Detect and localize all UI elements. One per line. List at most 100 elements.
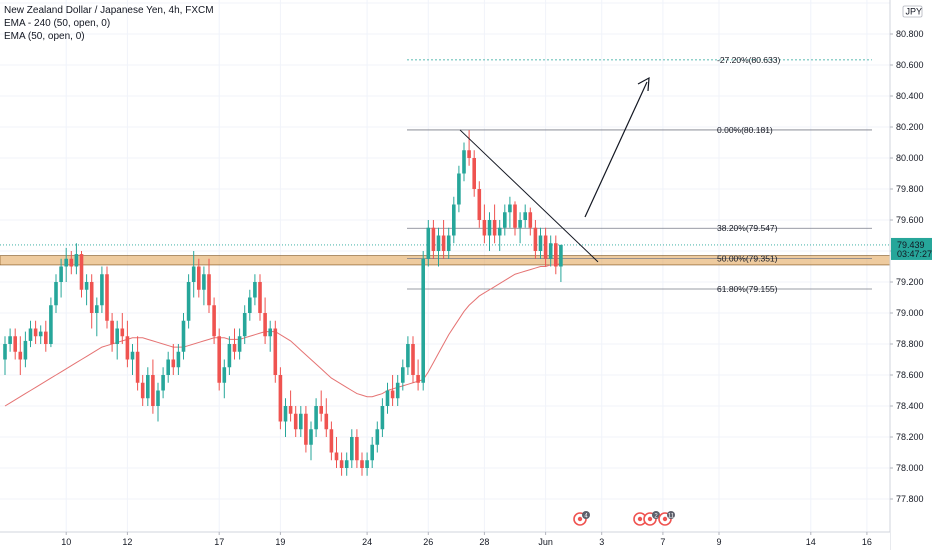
candle[interactable] <box>304 406 308 453</box>
candle[interactable] <box>84 274 89 306</box>
candle[interactable] <box>319 390 323 422</box>
candle[interactable] <box>64 247 68 282</box>
candle[interactable] <box>421 251 425 391</box>
candle[interactable] <box>3 336 7 375</box>
candle[interactable] <box>8 328 12 352</box>
candle[interactable] <box>242 305 247 344</box>
candle[interactable] <box>207 258 211 313</box>
candle[interactable] <box>120 313 125 344</box>
candle[interactable] <box>385 382 390 414</box>
candle[interactable] <box>482 204 487 244</box>
candle[interactable] <box>79 251 84 298</box>
candle[interactable] <box>288 390 293 422</box>
candle[interactable] <box>28 320 33 348</box>
candle[interactable] <box>299 406 303 437</box>
candle[interactable] <box>89 274 94 329</box>
candle[interactable] <box>227 336 232 375</box>
calendar-event-icon[interactable]: 2 <box>633 511 660 526</box>
candle[interactable] <box>110 313 114 352</box>
candle[interactable] <box>74 243 79 275</box>
legend-symbol[interactable]: New Zealand Dollar / Japanese Yen, 4h, F… <box>4 5 214 16</box>
legend-ema-50[interactable]: EMA (50, open, 0) <box>4 31 85 42</box>
candle[interactable] <box>513 201 517 236</box>
candle[interactable] <box>237 328 242 360</box>
candle[interactable] <box>100 266 104 314</box>
candle[interactable] <box>334 437 339 468</box>
candle[interactable] <box>401 359 405 391</box>
candle[interactable] <box>166 351 170 383</box>
candle[interactable] <box>497 220 502 251</box>
candle[interactable] <box>140 375 145 406</box>
candle[interactable] <box>49 297 53 348</box>
candle[interactable] <box>446 227 451 259</box>
candle[interactable] <box>339 452 344 476</box>
candle[interactable] <box>365 452 369 476</box>
candle[interactable] <box>518 212 522 244</box>
candle[interactable] <box>278 367 283 430</box>
candle[interactable] <box>375 421 380 453</box>
candle[interactable] <box>23 331 28 368</box>
candle[interactable] <box>44 320 48 352</box>
candle[interactable] <box>324 398 329 437</box>
candle[interactable] <box>38 325 43 344</box>
candle[interactable] <box>314 398 318 437</box>
candle[interactable] <box>268 320 272 352</box>
candle[interactable] <box>309 421 313 461</box>
candle[interactable] <box>533 220 538 259</box>
candle[interactable] <box>554 235 558 275</box>
candle[interactable] <box>395 375 400 406</box>
candle[interactable] <box>197 258 201 298</box>
trend-line[interactable] <box>459 129 599 263</box>
candle[interactable] <box>360 452 364 476</box>
candle[interactable] <box>441 220 446 259</box>
candle[interactable] <box>222 359 227 399</box>
ema-50-line[interactable] <box>4 262 562 407</box>
candle[interactable] <box>125 320 130 368</box>
candle[interactable] <box>171 344 176 375</box>
candle[interactable] <box>503 204 507 236</box>
currency-badge[interactable]: JPY <box>902 5 923 18</box>
candle[interactable] <box>462 142 466 182</box>
candle[interactable] <box>69 251 74 275</box>
candle[interactable] <box>95 297 99 337</box>
candle[interactable] <box>293 406 298 437</box>
candle[interactable] <box>508 196 512 228</box>
candle[interactable] <box>523 204 527 228</box>
candle[interactable] <box>528 207 533 236</box>
candle[interactable] <box>543 227 548 267</box>
candle[interactable] <box>283 398 288 437</box>
candle[interactable] <box>472 150 476 197</box>
candle[interactable] <box>370 437 374 468</box>
candle[interactable] <box>492 204 497 244</box>
candle[interactable] <box>186 274 191 329</box>
candle[interactable] <box>151 359 155 414</box>
candle[interactable] <box>263 297 267 345</box>
candle[interactable] <box>212 297 216 345</box>
candle[interactable] <box>467 130 471 166</box>
candle[interactable] <box>248 289 252 321</box>
candle[interactable] <box>380 398 385 437</box>
candle[interactable] <box>426 220 431 267</box>
candle[interactable] <box>431 220 436 259</box>
legend-ema-240[interactable]: EMA - 240 (50, open, 0) <box>4 18 111 29</box>
candle[interactable] <box>329 421 334 461</box>
candle[interactable] <box>54 274 58 313</box>
candle[interactable] <box>273 320 278 383</box>
calendar-event-icon[interactable]: 4 <box>573 511 590 526</box>
candle[interactable] <box>406 336 410 375</box>
candle[interactable] <box>18 336 23 375</box>
candle[interactable] <box>344 452 349 476</box>
candle[interactable] <box>350 429 354 468</box>
candle[interactable] <box>13 328 17 360</box>
candle[interactable] <box>161 367 165 399</box>
candle[interactable] <box>559 244 563 282</box>
plot-area[interactable] <box>0 0 890 532</box>
candle[interactable] <box>452 196 456 244</box>
calendar-event-icon[interactable]: 11 <box>658 511 675 526</box>
candle[interactable] <box>355 429 359 468</box>
candle[interactable] <box>105 266 109 329</box>
candle[interactable] <box>232 328 237 360</box>
candle[interactable] <box>258 274 262 321</box>
candle[interactable] <box>115 320 119 360</box>
candle[interactable] <box>130 344 135 375</box>
